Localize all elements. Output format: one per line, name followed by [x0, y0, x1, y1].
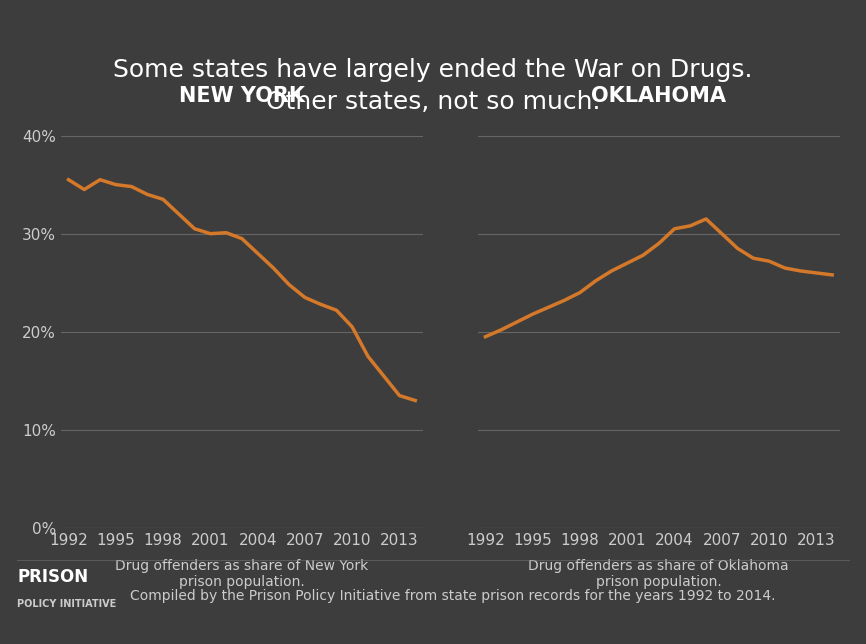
Text: PRISON: PRISON — [17, 568, 88, 586]
Title: OKLAHOMA: OKLAHOMA — [591, 86, 727, 106]
X-axis label: Drug offenders as share of New York
prison population.: Drug offenders as share of New York pris… — [115, 559, 369, 589]
Text: POLICY INITIATIVE: POLICY INITIATIVE — [17, 598, 117, 609]
Title: NEW YORK: NEW YORK — [179, 86, 305, 106]
Text: Compiled by the Prison Policy Initiative from state prison records for the years: Compiled by the Prison Policy Initiative… — [130, 589, 775, 603]
Text: Some states have largely ended the War on Drugs.
Other states, not so much.: Some states have largely ended the War o… — [113, 58, 753, 113]
X-axis label: Drug offenders as share of Oklahoma
prison population.: Drug offenders as share of Oklahoma pris… — [528, 559, 789, 589]
